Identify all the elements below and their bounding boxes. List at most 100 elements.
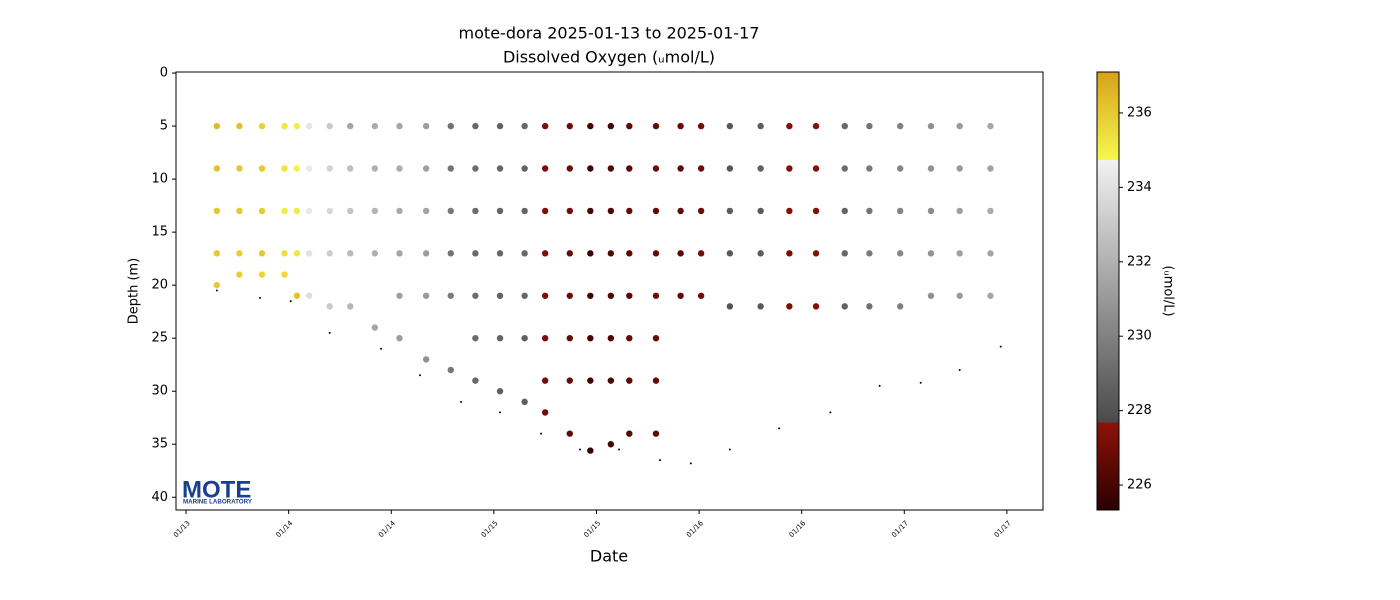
data-point bbox=[677, 207, 684, 215]
data-point bbox=[447, 207, 454, 215]
data-point bbox=[236, 207, 243, 215]
colorbar-label: (ᵤmol/L) bbox=[1161, 265, 1176, 316]
chart-title: mote-dora 2025-01-13 to 2025-01-17 bbox=[459, 24, 760, 43]
data-point bbox=[841, 122, 848, 130]
data-point bbox=[987, 250, 994, 257]
data-point bbox=[326, 122, 333, 130]
data-point bbox=[472, 207, 479, 215]
data-point bbox=[258, 122, 266, 130]
data-point bbox=[541, 207, 549, 215]
data-point bbox=[757, 207, 764, 215]
data-point bbox=[566, 165, 573, 172]
data-point bbox=[757, 303, 764, 310]
data-point bbox=[258, 165, 266, 172]
data-point bbox=[521, 292, 528, 299]
data-point bbox=[472, 377, 479, 384]
data-point bbox=[422, 292, 430, 299]
data-point bbox=[652, 430, 660, 437]
data-point bbox=[422, 250, 430, 257]
data-point bbox=[927, 250, 935, 257]
data-point bbox=[496, 334, 504, 342]
data-point bbox=[786, 122, 793, 130]
data-point bbox=[987, 165, 994, 172]
bottom-point bbox=[958, 369, 961, 372]
data-point bbox=[587, 122, 594, 130]
data-point bbox=[587, 165, 594, 172]
data-point bbox=[726, 122, 734, 130]
bottom-point bbox=[689, 462, 692, 465]
data-point bbox=[472, 250, 479, 257]
data-point bbox=[607, 165, 615, 172]
data-point bbox=[566, 207, 573, 215]
data-point bbox=[305, 292, 313, 299]
data-point bbox=[956, 292, 963, 299]
y-tick-label: 35 bbox=[151, 437, 168, 452]
data-point bbox=[422, 165, 430, 172]
data-point bbox=[726, 165, 734, 172]
data-point bbox=[812, 122, 820, 130]
colorbar-tick-label: 234 bbox=[1127, 180, 1152, 195]
y-tick-label: 40 bbox=[151, 490, 168, 505]
data-point bbox=[697, 165, 705, 172]
bottom-point bbox=[919, 381, 922, 384]
bottom-point bbox=[289, 300, 292, 303]
y-tick-label: 25 bbox=[151, 331, 168, 346]
y-tick-label: 5 bbox=[160, 119, 168, 134]
bottom-point bbox=[999, 345, 1002, 348]
data-point bbox=[213, 165, 221, 172]
data-point bbox=[866, 122, 873, 130]
data-point bbox=[422, 356, 430, 363]
bottom-point bbox=[258, 296, 261, 299]
data-point bbox=[293, 165, 301, 172]
data-point bbox=[541, 122, 549, 130]
data-point bbox=[326, 303, 333, 310]
data-point bbox=[626, 334, 633, 342]
data-point bbox=[496, 207, 504, 215]
data-point bbox=[607, 292, 615, 299]
data-point bbox=[496, 122, 504, 130]
data-point bbox=[422, 122, 430, 130]
data-point bbox=[786, 207, 793, 215]
y-tick-label: 0 bbox=[160, 66, 168, 81]
data-point bbox=[786, 303, 793, 310]
data-point bbox=[347, 303, 354, 310]
data-point bbox=[956, 250, 963, 257]
data-point bbox=[447, 250, 454, 257]
data-point bbox=[541, 292, 549, 299]
data-point bbox=[607, 207, 615, 215]
bottom-point bbox=[328, 331, 331, 334]
y-axis-label: Depth (m) bbox=[127, 258, 142, 325]
x-axis-label: Date bbox=[590, 547, 628, 566]
data-point bbox=[347, 122, 354, 130]
colorbar-tick-label: 232 bbox=[1127, 254, 1152, 269]
data-point bbox=[987, 292, 994, 299]
colorbar-tick-label: 230 bbox=[1127, 329, 1152, 344]
data-point bbox=[472, 165, 479, 172]
data-point bbox=[496, 292, 504, 299]
logo-name: MOTE bbox=[182, 476, 251, 503]
data-point bbox=[587, 250, 594, 257]
data-point bbox=[896, 250, 904, 257]
data-point bbox=[896, 122, 904, 130]
data-point bbox=[841, 165, 848, 172]
data-point bbox=[812, 250, 820, 257]
data-point bbox=[607, 377, 615, 384]
bottom-point bbox=[618, 448, 621, 451]
y-tick-label: 30 bbox=[151, 384, 168, 399]
data-point bbox=[626, 207, 633, 215]
bottom-point bbox=[728, 448, 731, 451]
bottom-point bbox=[418, 374, 421, 377]
data-point bbox=[927, 207, 935, 215]
data-point bbox=[305, 207, 313, 215]
bottom-point bbox=[579, 448, 582, 451]
data-point bbox=[927, 122, 935, 130]
data-point bbox=[987, 207, 994, 215]
data-point bbox=[496, 165, 504, 172]
data-point bbox=[347, 250, 354, 257]
bottom-point bbox=[540, 432, 543, 435]
data-point bbox=[281, 207, 288, 215]
y-tick-label: 15 bbox=[151, 225, 168, 240]
data-point bbox=[587, 377, 594, 384]
data-point bbox=[521, 122, 528, 130]
data-point bbox=[371, 122, 379, 130]
